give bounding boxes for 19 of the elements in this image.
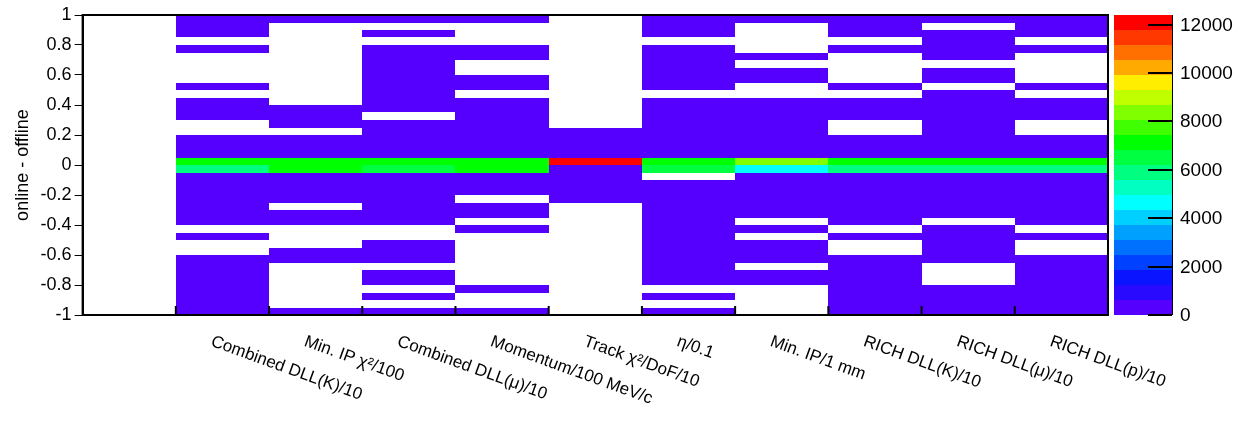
color-bar-label: 10000 — [1180, 62, 1233, 85]
color-bar-label: 8000 — [1180, 110, 1223, 133]
y-tick-label: -0.2 — [40, 183, 72, 204]
y-tick-label: 0.6 — [46, 63, 72, 84]
y-tick-label: -1 — [55, 303, 72, 324]
color-bar-label: 2000 — [1180, 255, 1223, 278]
y-tick-label: -0.6 — [40, 243, 72, 264]
y-tick-label: 0.2 — [46, 123, 72, 144]
y-axis-title: online - offline — [11, 109, 32, 221]
y-tick-label: 0 — [61, 153, 72, 174]
color-bar-label: 0 — [1180, 304, 1191, 326]
y-tick-label: 0.4 — [46, 93, 72, 114]
color-bar-label: 4000 — [1180, 207, 1223, 230]
y-tick-label: 1 — [61, 3, 72, 24]
y-tick-label: -0.4 — [40, 213, 72, 234]
y-tick-label: -0.8 — [40, 273, 72, 294]
y-tick-label: 0.8 — [46, 33, 72, 54]
color-bar-label: 12000 — [1180, 13, 1233, 36]
color-bar-label: 6000 — [1180, 158, 1223, 181]
